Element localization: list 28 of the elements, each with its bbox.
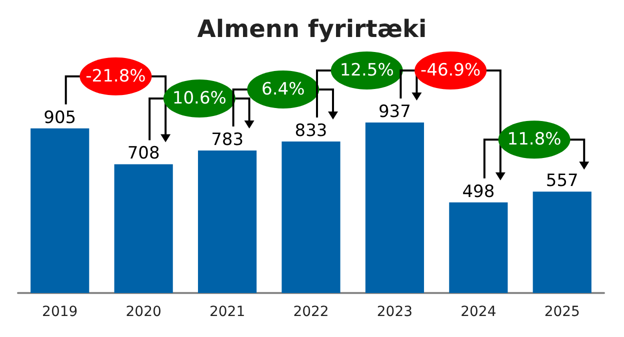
annotation: 11.8% — [507, 130, 562, 150]
x-tick-label: 2019 — [42, 304, 78, 320]
data-label: 833 — [294, 120, 328, 141]
x-tick-label: 2020 — [126, 304, 162, 320]
data-label: 783 — [211, 130, 244, 150]
text: 10.6% — [172, 88, 226, 109]
bar — [282, 141, 340, 293]
x-tick-label: 2021 — [209, 304, 246, 320]
data-label: 708 — [127, 144, 160, 164]
x-tick-label: 2024 — [460, 304, 496, 320]
bar — [30, 128, 90, 293]
data-label: 937 — [378, 102, 411, 122]
text: -21.8% — [86, 66, 146, 86]
bar — [449, 202, 508, 293]
data-label: 557 — [546, 171, 578, 192]
x-tick-label: 2025 — [544, 304, 580, 320]
data-label: 905 — [44, 108, 76, 128]
text: 6.4% — [262, 79, 305, 100]
bar — [365, 122, 424, 293]
text: 12.5% — [340, 60, 394, 81]
bar — [532, 192, 592, 293]
bar — [198, 150, 257, 293]
data-label: 498 — [462, 182, 495, 202]
x-tick-label: 2022 — [293, 304, 329, 320]
bar — [114, 164, 173, 293]
chart-title: Almenn fyrirtæki — [197, 15, 427, 43]
text: -46.9% — [420, 60, 481, 81]
x-tick-label: 2023 — [376, 304, 413, 320]
